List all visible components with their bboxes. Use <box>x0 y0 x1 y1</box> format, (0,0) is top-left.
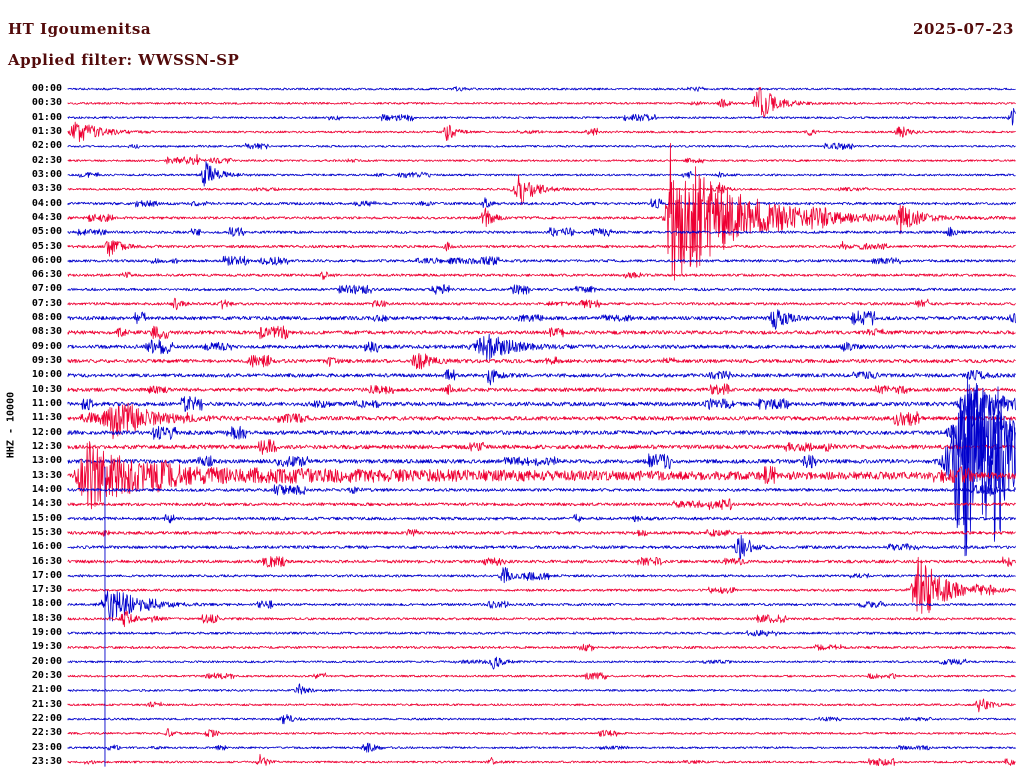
time-label: 20:00 <box>31 655 62 667</box>
time-label: 02:30 <box>31 154 62 166</box>
time-label: 17:30 <box>31 584 62 596</box>
time-label: 21:30 <box>31 698 62 710</box>
time-label: 22:30 <box>31 727 62 739</box>
time-label: 12:30 <box>31 440 62 452</box>
time-label: 06:30 <box>31 269 62 281</box>
time-label: 15:30 <box>31 526 62 538</box>
time-label: 01:30 <box>31 125 62 137</box>
time-label: 16:30 <box>31 555 62 567</box>
time-label: 14:30 <box>31 498 62 510</box>
time-label: 18:00 <box>31 598 62 610</box>
time-label: 05:00 <box>31 226 62 238</box>
time-label: 11:00 <box>31 398 62 410</box>
time-label: 09:30 <box>31 355 62 367</box>
time-label: 07:30 <box>31 297 62 309</box>
time-label: 23:00 <box>31 741 62 753</box>
time-label: 12:00 <box>31 426 62 438</box>
time-label: 01:00 <box>31 111 62 123</box>
time-label: 18:30 <box>31 612 62 624</box>
time-label: 15:00 <box>31 512 62 524</box>
time-label: 17:00 <box>31 569 62 581</box>
time-label: 08:30 <box>31 326 62 338</box>
time-label: 19:30 <box>31 641 62 653</box>
time-label: 05:30 <box>31 240 62 252</box>
time-label: 03:30 <box>31 183 62 195</box>
time-label: 02:00 <box>31 140 62 152</box>
time-label: 16:00 <box>31 541 62 553</box>
time-label: 04:30 <box>31 211 62 223</box>
time-label: 06:00 <box>31 254 62 266</box>
time-label: 08:00 <box>31 312 62 324</box>
time-label: 22:00 <box>31 713 62 725</box>
time-label: 00:30 <box>31 97 62 109</box>
time-label: 13:30 <box>31 469 62 481</box>
time-axis: 00:00 00:30 01:00 01:30 02:00 02:30 03:00 03:30… <box>0 0 64 780</box>
time-label: 23:30 <box>31 756 62 767</box>
time-label: 21:00 <box>31 684 62 696</box>
filter-label: Applied filter: WWSSN-SP <box>8 51 240 69</box>
time-label: 10:30 <box>31 383 62 395</box>
time-label: 14:00 <box>31 483 62 495</box>
time-label: 20:30 <box>31 670 62 682</box>
time-label: 19:00 <box>31 627 62 639</box>
time-label: 07:00 <box>31 283 62 295</box>
time-label: 09:00 <box>31 340 62 352</box>
date-label: 2025-07-23 <box>913 20 1014 38</box>
time-label: 00:00 <box>31 83 62 94</box>
time-label: 04:00 <box>31 197 62 209</box>
time-label: 03:00 <box>31 168 62 180</box>
time-label: 13:00 <box>31 455 62 467</box>
time-label: 11:30 <box>31 412 62 424</box>
station-title: HT Igoumenitsa <box>8 20 152 38</box>
time-label: 10:00 <box>31 369 62 381</box>
